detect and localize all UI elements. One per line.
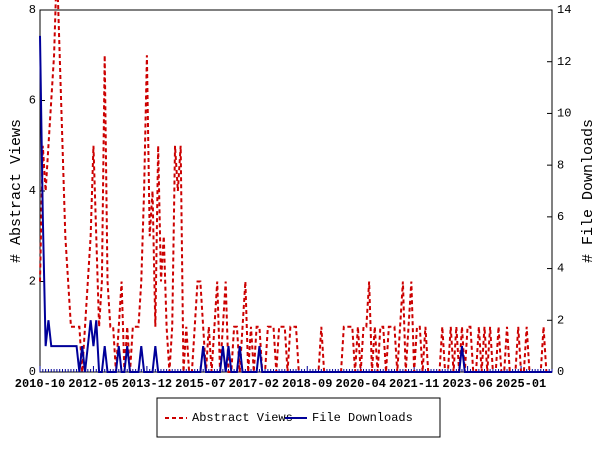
y2-axis-label: # File Downloads	[580, 119, 597, 263]
y-axis-label: # Abstract Views	[8, 119, 25, 263]
y2-tick-label: 6	[557, 210, 564, 224]
y2-tick-label: 0	[557, 365, 564, 379]
y-tick-label: 0	[29, 365, 36, 379]
x-tick-label: 2018-09	[282, 377, 332, 391]
y-tick-label: 4	[29, 184, 36, 198]
y-tick-label: 6	[29, 94, 36, 108]
plot-frame	[39, 9, 553, 373]
x-tick-label: 2020-04	[335, 377, 385, 391]
y-tick-label: 2	[29, 275, 36, 289]
x-tick-label: 2023-06	[442, 377, 492, 391]
x-tick-label: 2010-10	[15, 377, 65, 391]
legend-label: Abstract Views	[192, 411, 293, 425]
y-tick-label: 8	[29, 3, 36, 17]
x-tick-label: 2015-07	[175, 377, 225, 391]
legend-label: File Downloads	[312, 411, 413, 425]
y2-tick-label: 12	[557, 55, 571, 69]
x-tick-label: 2013-12	[122, 377, 172, 391]
y2-tick-label: 14	[557, 3, 571, 17]
y2-tick-label: 10	[557, 107, 571, 121]
y2-tick-label: 2	[557, 313, 564, 327]
x-tick-label: 2017-02	[229, 377, 279, 391]
series-line	[39, 35, 552, 373]
x-tick-label: 2021-11	[389, 377, 439, 391]
y2-tick-label: 8	[557, 158, 564, 172]
x-tick-label: 2025-01	[496, 377, 546, 391]
y2-tick-label: 4	[557, 262, 564, 276]
x-tick-label: 2012-05	[68, 377, 118, 391]
